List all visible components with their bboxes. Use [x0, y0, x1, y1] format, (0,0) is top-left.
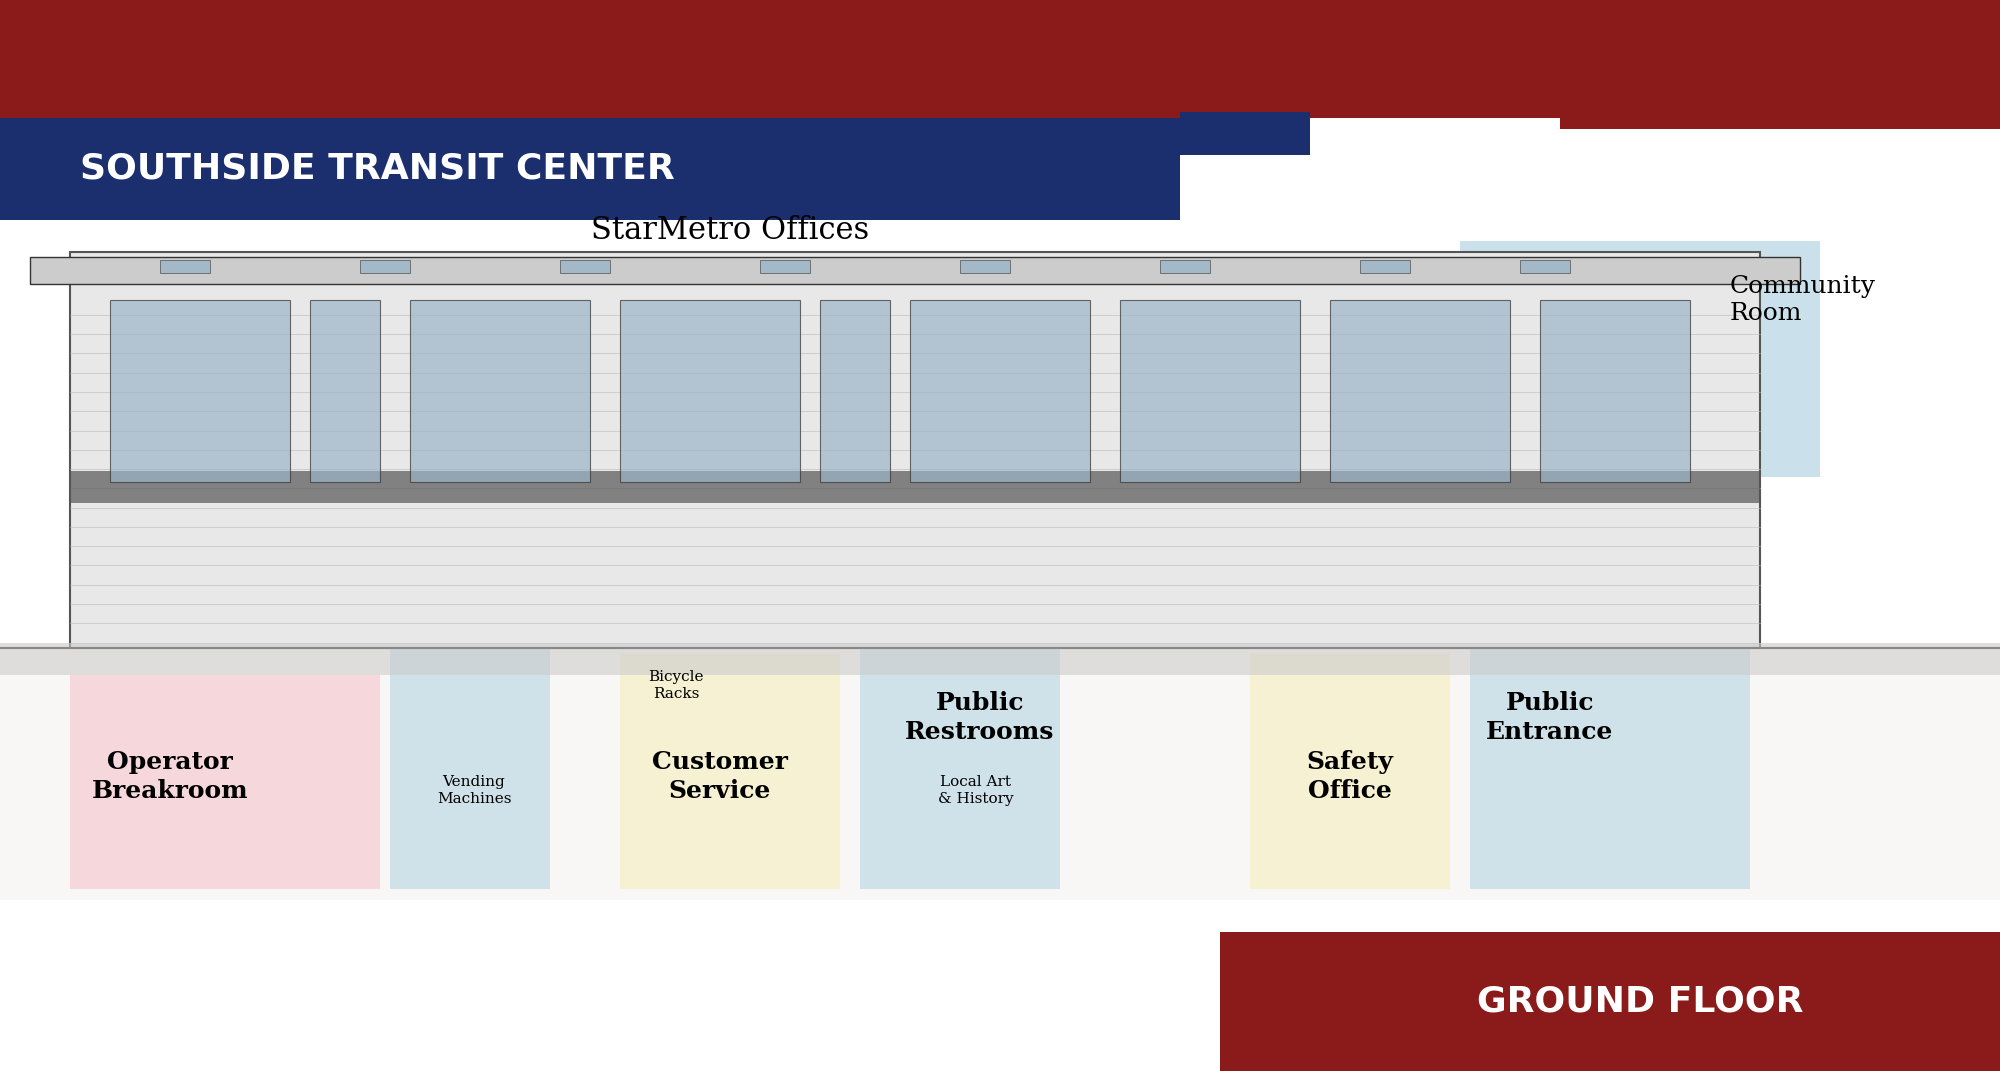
FancyBboxPatch shape [1250, 653, 1450, 889]
Text: UPPER FLOOR: UPPER FLOOR [1648, 151, 1932, 185]
Text: Operator
Breakroom: Operator Breakroom [92, 750, 248, 803]
Text: GROUND FLOOR: GROUND FLOOR [1476, 984, 1804, 1019]
FancyBboxPatch shape [910, 300, 1090, 482]
Text: Public
Restrooms: Public Restrooms [906, 691, 1054, 744]
FancyBboxPatch shape [1180, 112, 1310, 155]
Text: Safety
Office: Safety Office [1306, 750, 1394, 803]
FancyBboxPatch shape [0, 0, 2000, 129]
FancyBboxPatch shape [70, 675, 380, 889]
FancyBboxPatch shape [70, 471, 1760, 503]
FancyBboxPatch shape [0, 643, 2000, 675]
FancyBboxPatch shape [110, 300, 290, 482]
FancyBboxPatch shape [1470, 600, 1750, 889]
FancyBboxPatch shape [960, 260, 1010, 273]
FancyBboxPatch shape [1540, 300, 1690, 482]
FancyBboxPatch shape [1180, 118, 1560, 220]
FancyBboxPatch shape [0, 118, 1180, 220]
FancyBboxPatch shape [0, 643, 2000, 900]
Text: Customer
Service: Customer Service [652, 750, 788, 803]
FancyBboxPatch shape [1360, 260, 1410, 273]
Text: Vending
Machines: Vending Machines [436, 774, 512, 806]
Text: Bicycle
Racks: Bicycle Racks [648, 669, 704, 702]
Text: Local Art
& History: Local Art & History [938, 774, 1014, 806]
FancyBboxPatch shape [160, 260, 210, 273]
Text: StarMetro Offices: StarMetro Offices [590, 215, 870, 245]
FancyBboxPatch shape [760, 260, 810, 273]
FancyBboxPatch shape [620, 653, 840, 889]
FancyBboxPatch shape [410, 300, 590, 482]
Text: Public
Entrance: Public Entrance [1486, 691, 1614, 744]
FancyBboxPatch shape [1160, 260, 1210, 273]
FancyBboxPatch shape [1330, 300, 1510, 482]
FancyBboxPatch shape [310, 300, 380, 482]
FancyBboxPatch shape [70, 252, 1760, 648]
FancyBboxPatch shape [860, 600, 1060, 889]
FancyBboxPatch shape [390, 600, 550, 889]
FancyBboxPatch shape [1460, 241, 1820, 477]
FancyBboxPatch shape [620, 300, 800, 482]
FancyBboxPatch shape [80, 268, 1420, 477]
FancyBboxPatch shape [1120, 300, 1300, 482]
FancyBboxPatch shape [1220, 932, 2000, 1071]
FancyBboxPatch shape [820, 300, 890, 482]
FancyBboxPatch shape [560, 260, 610, 273]
FancyBboxPatch shape [1520, 260, 1570, 273]
FancyBboxPatch shape [360, 260, 410, 273]
Text: Community
Room: Community Room [1730, 275, 1876, 325]
FancyBboxPatch shape [30, 257, 1800, 284]
Text: SOUTHSIDE TRANSIT CENTER: SOUTHSIDE TRANSIT CENTER [80, 151, 674, 185]
